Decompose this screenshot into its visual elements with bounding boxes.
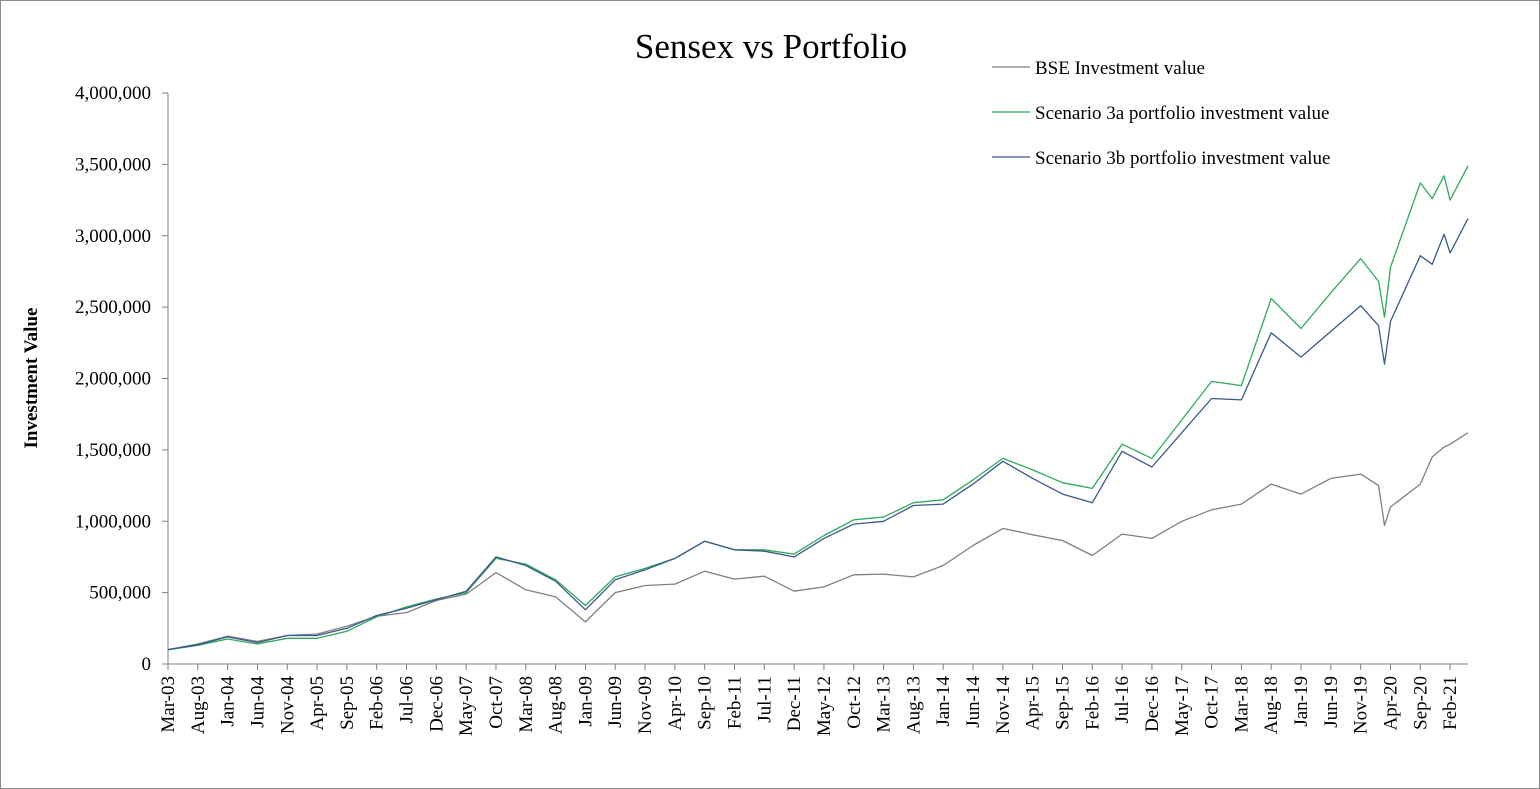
y-tick-label: 2,000,000 <box>75 369 151 390</box>
x-tick-label: Jun-14 <box>963 676 984 728</box>
x-tick-label: Feb-21 <box>1440 676 1461 730</box>
x-tick-label: Sep-05 <box>337 676 358 730</box>
x-tick-label: Jun-19 <box>1321 676 1342 728</box>
x-tick-label: Mar-08 <box>516 676 537 733</box>
y-tick-label: 3,500,000 <box>75 154 151 175</box>
x-tick-label: Sep-15 <box>1052 676 1073 730</box>
legend: BSE Investment value Scenario 3a portfoli… <box>992 58 1330 169</box>
x-tick-label: Feb-11 <box>725 676 746 729</box>
y-tick-label: 1,500,000 <box>75 440 151 461</box>
x-tick-label: Mar-18 <box>1231 676 1252 733</box>
x-tick-label: Nov-09 <box>635 676 656 734</box>
y-axis-label: Investment Value <box>21 308 42 449</box>
y-tick-label: 3,000,000 <box>75 226 151 247</box>
x-tick-label: May-17 <box>1172 676 1193 736</box>
x-tick-label: Jan-19 <box>1291 676 1312 727</box>
x-tick-label: Jul-16 <box>1112 676 1133 724</box>
x-tick-label: Mar-13 <box>874 676 895 733</box>
y-tick-label: 2,500,000 <box>75 297 151 318</box>
y-tick-label: 1,000,000 <box>75 511 151 532</box>
x-tick-label: Dec-11 <box>784 676 805 731</box>
x-tick-label: Aug-13 <box>903 676 924 734</box>
x-tick-label: Sep-20 <box>1410 676 1431 730</box>
x-tick-label: Nov-14 <box>993 676 1014 735</box>
x-tick-label: Nov-04 <box>277 676 298 735</box>
x-tick-label: Jan-09 <box>575 676 596 727</box>
x-tick-label: Feb-16 <box>1082 676 1103 730</box>
series-line <box>167 165 1469 651</box>
x-tick-label: Oct-07 <box>486 676 507 729</box>
x-tick-label: Jul-06 <box>397 676 418 724</box>
x-tick-label: Mar-03 <box>158 676 179 733</box>
legend-label: Scenario 3b portfolio investment value <box>1035 148 1330 169</box>
x-tick-label: Aug-08 <box>546 676 567 734</box>
y-tick-label: 4,000,000 <box>75 83 151 104</box>
x-tick-label: Apr-20 <box>1380 676 1401 731</box>
x-tick-label: Oct-12 <box>844 676 865 729</box>
x-tick-label: Dec-16 <box>1142 676 1163 732</box>
chart-title: Sensex vs Portfolio <box>635 27 907 66</box>
x-tick-label: Aug-18 <box>1261 676 1282 734</box>
x-tick-label: Jan-14 <box>933 676 954 727</box>
x-tick-label: Dec-06 <box>426 676 447 732</box>
x-tick-label: Oct-17 <box>1202 676 1223 729</box>
x-axis-ticks: Mar-03 Aug-03 Jan-04 Jun-04 Nov-04 Apr-05 Sep-… <box>158 664 1461 736</box>
x-tick-label: Feb-06 <box>367 676 388 730</box>
x-tick-label: Jun-04 <box>247 676 268 728</box>
series-line <box>167 218 1469 651</box>
x-tick-label: Sep-10 <box>695 676 716 730</box>
legend-label: BSE Investment value <box>1035 58 1205 79</box>
x-tick-label: Apr-05 <box>307 676 328 731</box>
x-tick-label: Jul-11 <box>754 676 775 723</box>
x-tick-label: Nov-19 <box>1351 676 1372 734</box>
x-tick-label: May-12 <box>814 676 835 736</box>
y-tick-label: 0 <box>142 654 152 675</box>
y-tick-label: 500,000 <box>89 583 151 604</box>
legend-label: Scenario 3a portfolio investment value <box>1035 103 1329 124</box>
series-lines <box>167 165 1469 651</box>
y-axis-ticks: 0 500,000 1,000,000 1,500,000 2,000,000 2,500… <box>75 83 168 675</box>
series-line <box>167 432 1469 651</box>
x-tick-label: Jun-09 <box>605 676 626 728</box>
x-tick-label: Aug-03 <box>188 676 209 734</box>
x-tick-label: Apr-10 <box>665 676 686 731</box>
x-tick-label: May-07 <box>456 676 477 736</box>
x-tick-label: Apr-15 <box>1023 676 1044 731</box>
x-tick-label: Jan-04 <box>218 676 239 727</box>
